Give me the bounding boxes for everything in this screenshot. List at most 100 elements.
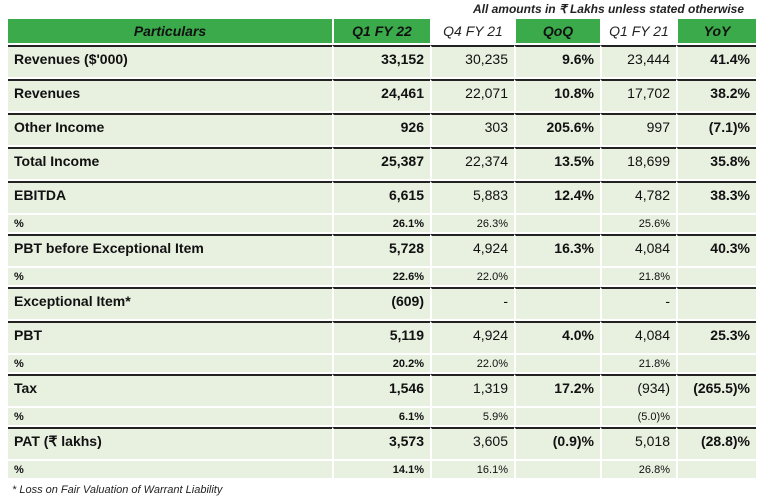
table-row: Revenues ($'000) 33,152 30,235 9.6% 23,444 41…: [8, 45, 756, 77]
table-cell: (934): [600, 374, 676, 406]
table-cell: [514, 287, 600, 319]
table-row: Revenues 24,461 22,071 10.8% 17,702 38.2%: [8, 79, 756, 111]
percent-row: % 6.1% 5.9% (5.0)%: [8, 408, 756, 425]
table-cell: -: [600, 287, 676, 319]
table-cell: 3,573: [332, 427, 430, 459]
table-cell: 20.2%: [332, 355, 430, 372]
table-cell: 41.4%: [676, 45, 756, 77]
table-cell: [514, 355, 600, 372]
table-cell: (7.1)%: [676, 113, 756, 145]
table-cell: 21.8%: [600, 355, 676, 372]
table-cell: 4,782: [600, 181, 676, 213]
table-cell: 26.8%: [600, 461, 676, 478]
table-cell: [514, 215, 600, 232]
row-label: PBT before Exceptional Item: [8, 234, 332, 266]
table-cell: 22,071: [430, 79, 514, 111]
row-label: %: [8, 355, 332, 372]
row-label: Revenues: [8, 79, 332, 111]
header-particulars: Particulars: [8, 19, 332, 43]
table-cell: [514, 461, 600, 478]
header-q1fy21: Q1 FY 21: [600, 19, 676, 43]
table-cell: [676, 355, 756, 372]
table-cell: 40.3%: [676, 234, 756, 266]
percent-row: % 14.1% 16.1% 26.8%: [8, 461, 756, 478]
header-yoy: YoY: [676, 19, 756, 43]
table-cell: 9.6%: [514, 45, 600, 77]
table-cell: (5.0)%: [600, 408, 676, 425]
table-cell: 1,319: [430, 374, 514, 406]
table-cell: 1,546: [332, 374, 430, 406]
table-cell: 12.4%: [514, 181, 600, 213]
table-row: Tax 1,546 1,319 17.2% (934) (265.5)%: [8, 374, 756, 406]
table-cell: 5,728: [332, 234, 430, 266]
table-cell: [676, 408, 756, 425]
table-cell: [676, 215, 756, 232]
table-cell: 6.1%: [332, 408, 430, 425]
row-label: Other Income: [8, 113, 332, 145]
table-cell: 24,461: [332, 79, 430, 111]
table-cell: 26.3%: [430, 215, 514, 232]
table-cell: 4,084: [600, 234, 676, 266]
table-cell: [676, 268, 756, 285]
table-cell: [514, 408, 600, 425]
table-cell: 4.0%: [514, 321, 600, 353]
units-note: All amounts in ₹ Lakhs unless stated oth…: [472, 2, 744, 16]
header-q4fy21: Q4 FY 21: [430, 19, 514, 43]
percent-row: % 20.2% 22.0% 21.8%: [8, 355, 756, 372]
row-label: PBT: [8, 321, 332, 353]
table-cell: [676, 287, 756, 319]
table-cell: [514, 268, 600, 285]
table-cell: (0.9)%: [514, 427, 600, 459]
table-row: EBITDA 6,615 5,883 12.4% 4,782 38.3%: [8, 181, 756, 213]
row-label: %: [8, 408, 332, 425]
table-cell: 30,235: [430, 45, 514, 77]
table-cell: 25,387: [332, 147, 430, 179]
table-row: PBT 5,119 4,924 4.0% 4,084 25.3%: [8, 321, 756, 353]
table-cell: (28.8)%: [676, 427, 756, 459]
table-cell: 22.0%: [430, 355, 514, 372]
table-cell: (609): [332, 287, 430, 319]
table-cell: (265.5)%: [676, 374, 756, 406]
row-label: %: [8, 268, 332, 285]
table-row: PBT before Exceptional Item 5,728 4,924 16.…: [8, 234, 756, 266]
row-label: Exceptional Item*: [8, 287, 332, 319]
table-cell: 35.8%: [676, 147, 756, 179]
header-row: Particulars Q1 FY 22 Q4 FY 21 QoQ Q1 FY …: [8, 19, 756, 43]
table-cell: 22,374: [430, 147, 514, 179]
table-cell: 5.9%: [430, 408, 514, 425]
table-cell: 4,924: [430, 234, 514, 266]
financial-table: Particulars Q1 FY 22 Q4 FY 21 QoQ Q1 FY …: [8, 17, 756, 480]
table-cell: 25.6%: [600, 215, 676, 232]
table-cell: 926: [332, 113, 430, 145]
row-label: EBITDA: [8, 181, 332, 213]
table-row: Exceptional Item* (609) - -: [8, 287, 756, 319]
table-cell: 38.3%: [676, 181, 756, 213]
table-cell: 5,883: [430, 181, 514, 213]
table-cell: 14.1%: [332, 461, 430, 478]
table-row: Other Income 926 303 205.6% 997 (7.1)%: [8, 113, 756, 145]
table-cell: 205.6%: [514, 113, 600, 145]
table-cell: 21.8%: [600, 268, 676, 285]
table-cell: 5,018: [600, 427, 676, 459]
table-cell: 17.2%: [514, 374, 600, 406]
table-cell: 16.3%: [514, 234, 600, 266]
row-label: %: [8, 215, 332, 232]
footnote: * Loss on Fair Valuation of Warrant Liab…: [12, 484, 223, 496]
table-cell: 3,605: [430, 427, 514, 459]
table-cell: 26.1%: [332, 215, 430, 232]
table-cell: 22.0%: [430, 268, 514, 285]
table-cell: 22.6%: [332, 268, 430, 285]
table-cell: 4,924: [430, 321, 514, 353]
table-cell: 18,699: [600, 147, 676, 179]
percent-row: % 26.1% 26.3% 25.6%: [8, 215, 756, 232]
header-qoq: QoQ: [514, 19, 600, 43]
row-label: %: [8, 461, 332, 478]
table-cell: 997: [600, 113, 676, 145]
table-cell: 4,084: [600, 321, 676, 353]
table-cell: 25.3%: [676, 321, 756, 353]
table-cell: 13.5%: [514, 147, 600, 179]
table-cell: 303: [430, 113, 514, 145]
table-cell: -: [430, 287, 514, 319]
table-cell: 33,152: [332, 45, 430, 77]
table-cell: 10.8%: [514, 79, 600, 111]
